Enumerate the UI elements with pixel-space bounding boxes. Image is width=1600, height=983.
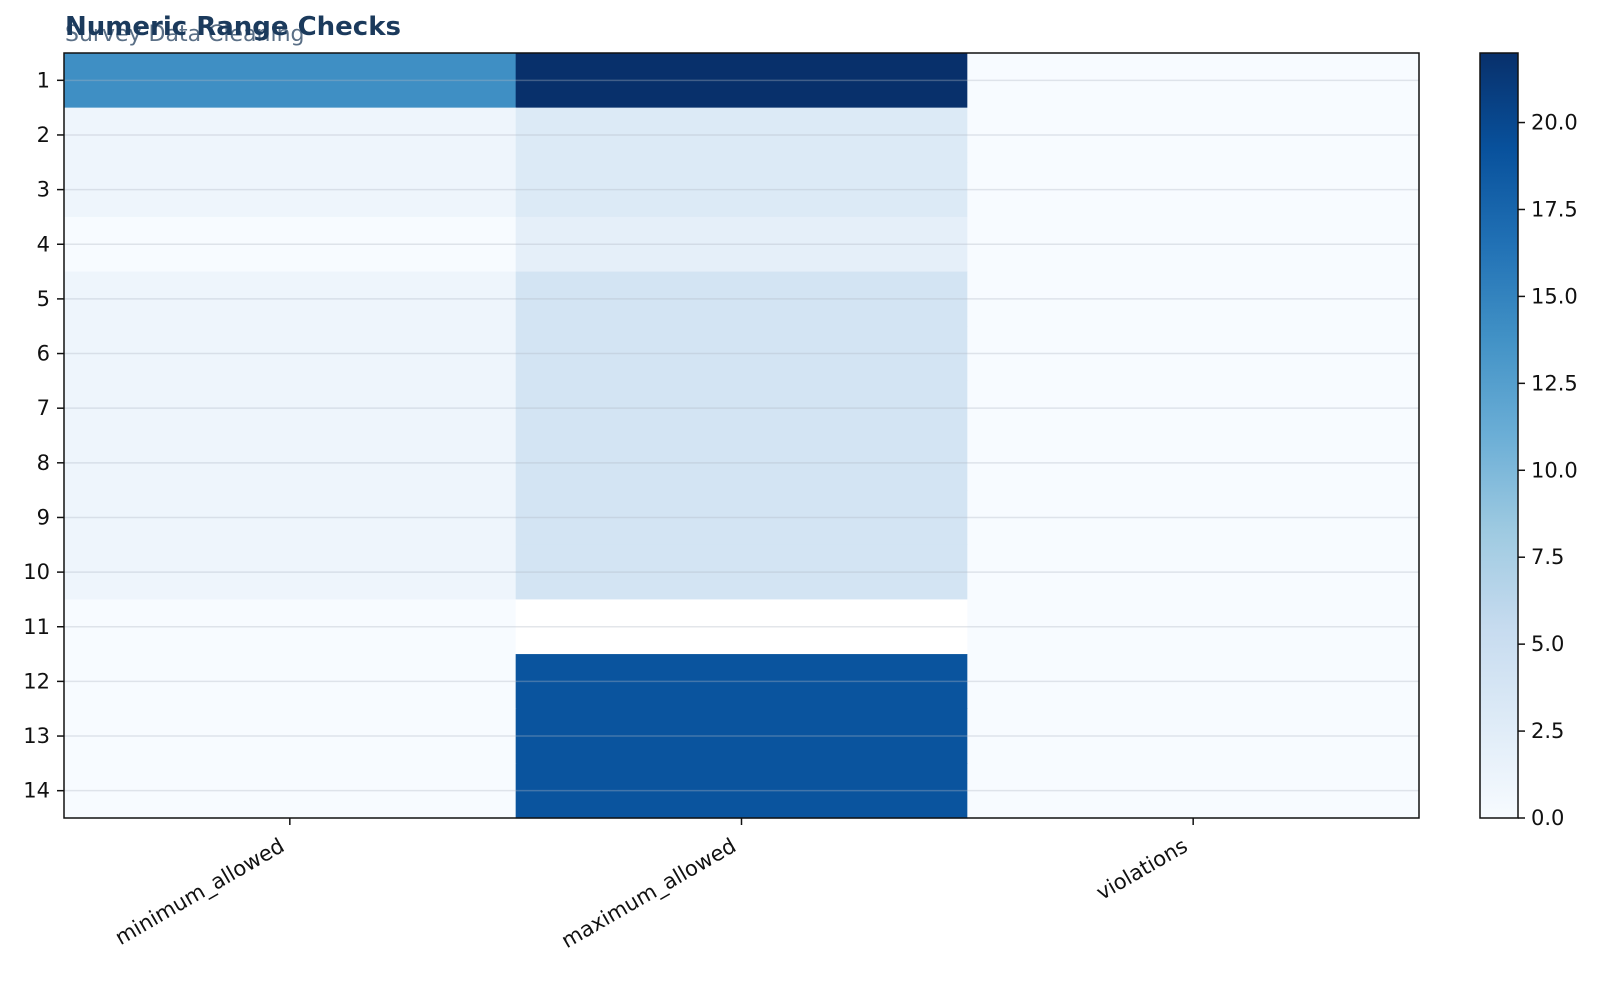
- heatmap-cell: [967, 599, 1420, 655]
- heatmap-cell: [64, 599, 517, 655]
- heatmap-cell: [64, 544, 517, 601]
- colorbar-tick-label: 10.0: [1531, 458, 1578, 482]
- heatmap-cell: [515, 708, 968, 764]
- colorbar-tick-label: 0.0: [1531, 806, 1564, 830]
- y-tick-label: 4: [37, 232, 50, 256]
- colorbar-tick-label: 20.0: [1531, 111, 1578, 135]
- heatmap-cell: [64, 107, 517, 163]
- y-tick-label: 14: [23, 779, 50, 803]
- heatmap-cells: [64, 53, 1420, 819]
- heatmap-cell: [967, 326, 1420, 382]
- heatmap-cell: [515, 490, 968, 546]
- y-tick-label: 2: [37, 123, 50, 147]
- chart-title: Numeric Range Checks: [65, 12, 401, 42]
- heatmap-cell: [967, 490, 1420, 546]
- heatmap-cell: [64, 326, 517, 382]
- colorbar-tick-label: 15.0: [1531, 284, 1578, 308]
- x-tick-label: minimum_allowed: [111, 834, 289, 951]
- heatmap-cell: [64, 53, 517, 109]
- heatmap-cell: [515, 53, 968, 109]
- heatmap-cell: [967, 763, 1420, 819]
- heatmap-cell: [967, 380, 1420, 437]
- heatmap-cell: [967, 53, 1420, 109]
- y-tick-label: 12: [23, 669, 50, 693]
- heatmap-cell: [967, 654, 1420, 710]
- x-tick-label: maximum_allowed: [557, 834, 740, 954]
- heatmap-cell: [64, 216, 517, 273]
- colorbar-tick-label: 17.5: [1531, 197, 1578, 221]
- y-tick-label: 3: [37, 178, 50, 202]
- y-tick-label: 9: [37, 505, 50, 529]
- heatmap-cell: [967, 107, 1420, 163]
- colorbar-tick-label: 5.0: [1531, 632, 1564, 656]
- heatmap-cell: [515, 435, 968, 491]
- heatmap-cell: [967, 435, 1420, 491]
- heatmap-cell: [64, 162, 517, 218]
- heatmap-cell: [515, 380, 968, 437]
- y-tick-label: 5: [37, 287, 50, 311]
- y-tick-label: 1: [37, 68, 50, 92]
- gridlines: [64, 79, 1419, 792]
- heatmap-cell: [515, 599, 968, 655]
- chart-subtitle: Survey Data Cleaning: [65, 22, 305, 47]
- y-tick-label: 10: [23, 560, 50, 584]
- heatmap-cell: [515, 216, 968, 273]
- heatmap-cell: [967, 544, 1420, 601]
- colorbar-tick-label: 7.5: [1531, 545, 1564, 569]
- heatmap-cell: [64, 708, 517, 764]
- heatmap-cell: [64, 654, 517, 710]
- heatmap-cell: [515, 763, 968, 819]
- heatmap-cell: [515, 654, 968, 710]
- heatmap-cell: [515, 544, 968, 601]
- colorbar: [1479, 52, 1519, 819]
- x-tick-label: violations: [1092, 834, 1191, 905]
- heatmap-cell: [967, 216, 1420, 273]
- y-tick-label: 13: [23, 724, 50, 748]
- colorbar-axis: 0.0 2.5 5.0 7.5 10.0 12.5 15.0 17.5 20.0: [1518, 111, 1578, 830]
- y-tick-label: 6: [37, 342, 50, 366]
- y-tick-label: 7: [37, 396, 50, 420]
- y-tick-label: 11: [23, 615, 50, 639]
- y-tick-label: 8: [37, 451, 50, 475]
- heatmap-cell: [967, 271, 1420, 327]
- heatmap-cell: [64, 490, 517, 546]
- colorbar-tick-label: 12.5: [1531, 371, 1578, 395]
- heatmap-cell: [515, 271, 968, 327]
- heatmap-cell: [515, 326, 968, 382]
- heatmap-cell: [515, 162, 968, 218]
- heatmap-cell: [64, 763, 517, 819]
- heatmap-cell: [967, 162, 1420, 218]
- heatmap-cell: [967, 708, 1420, 764]
- x-axis: minimum_allowed maximum_allowed violations: [111, 818, 1194, 954]
- heatmap-cell: [64, 380, 517, 437]
- colorbar-tick-label: 2.5: [1531, 719, 1564, 743]
- heatmap-cell: [64, 435, 517, 491]
- heatmap-cell: [64, 271, 517, 327]
- heatmap-cell: [515, 107, 968, 163]
